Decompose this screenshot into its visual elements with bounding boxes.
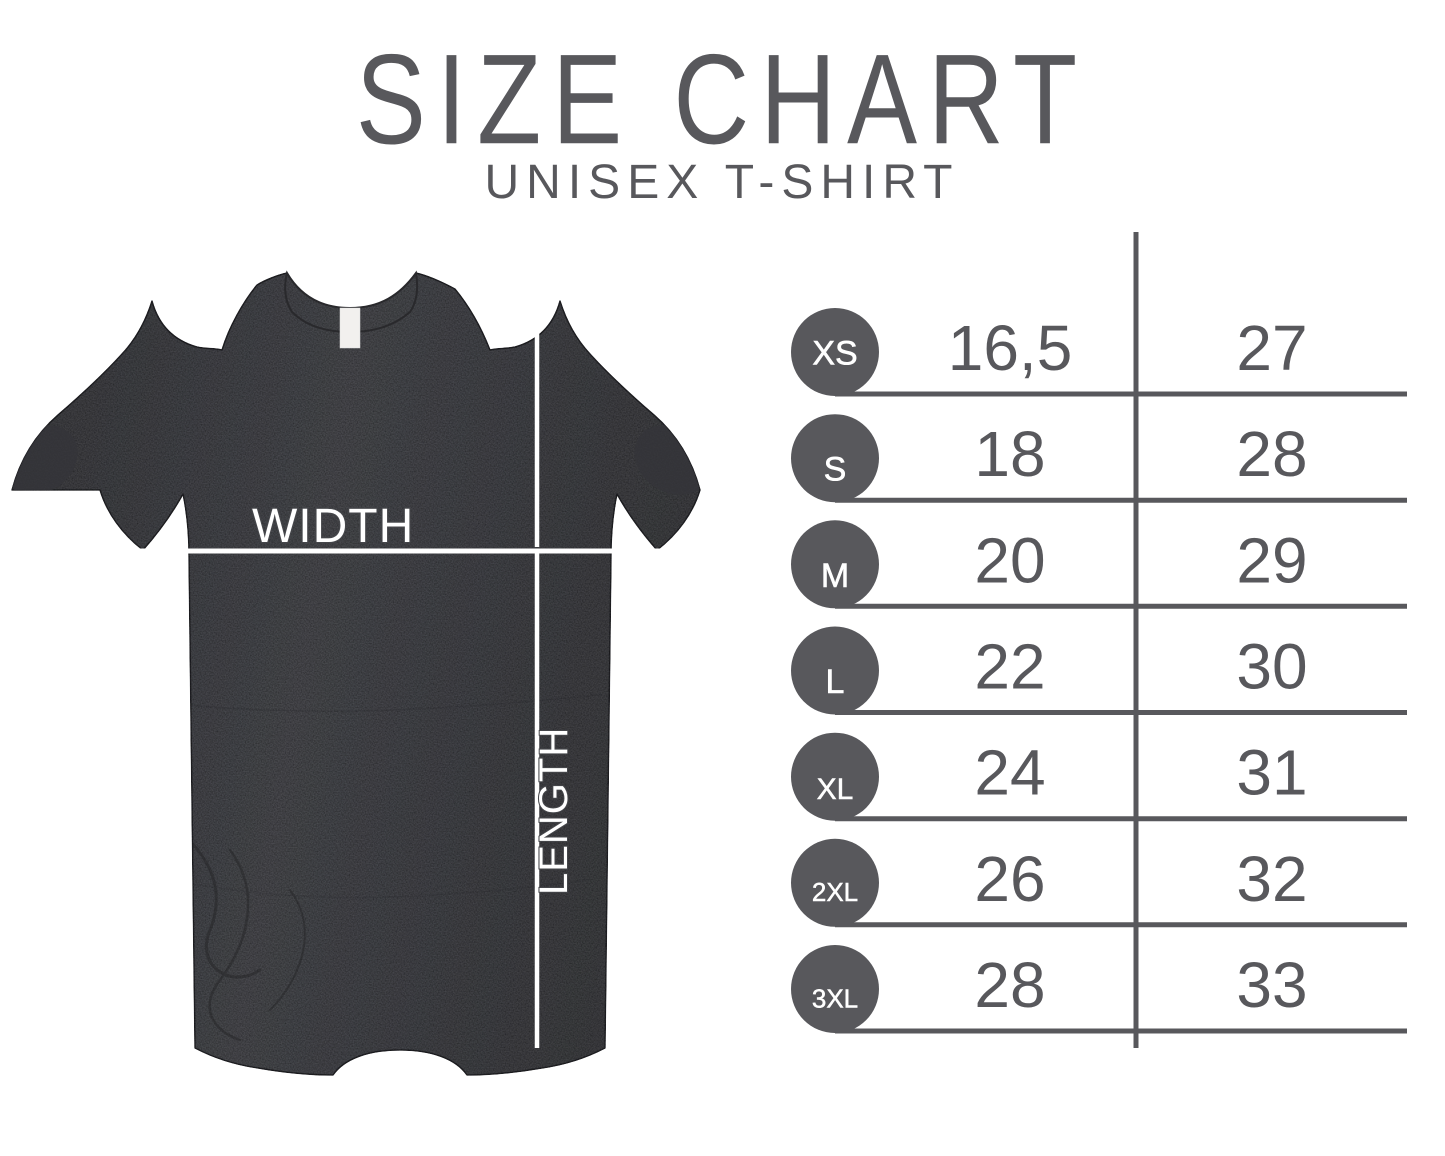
svg-text:18: 18 bbox=[974, 418, 1045, 490]
svg-text:M: M bbox=[821, 557, 849, 595]
svg-text:31: 31 bbox=[1236, 737, 1307, 809]
svg-text:XS: XS bbox=[812, 335, 857, 373]
svg-text:33: 33 bbox=[1236, 949, 1307, 1021]
svg-text:22: 22 bbox=[974, 631, 1045, 703]
svg-text:29: 29 bbox=[1236, 524, 1307, 596]
svg-text:27: 27 bbox=[1236, 312, 1307, 384]
svg-text:2XL: 2XL bbox=[812, 877, 858, 907]
svg-text:30: 30 bbox=[1236, 631, 1307, 703]
svg-text:20: 20 bbox=[974, 524, 1045, 596]
svg-text:3XL: 3XL bbox=[812, 983, 858, 1013]
svg-text:L: L bbox=[826, 663, 845, 701]
svg-text:XL: XL bbox=[817, 773, 854, 806]
svg-text:16,5: 16,5 bbox=[948, 312, 1073, 384]
svg-text:S: S bbox=[824, 451, 847, 489]
svg-text:28: 28 bbox=[974, 949, 1045, 1021]
svg-text:32: 32 bbox=[1236, 843, 1307, 915]
svg-text:26: 26 bbox=[974, 843, 1045, 915]
svg-text:28: 28 bbox=[1236, 418, 1307, 490]
svg-text:24: 24 bbox=[974, 737, 1045, 809]
